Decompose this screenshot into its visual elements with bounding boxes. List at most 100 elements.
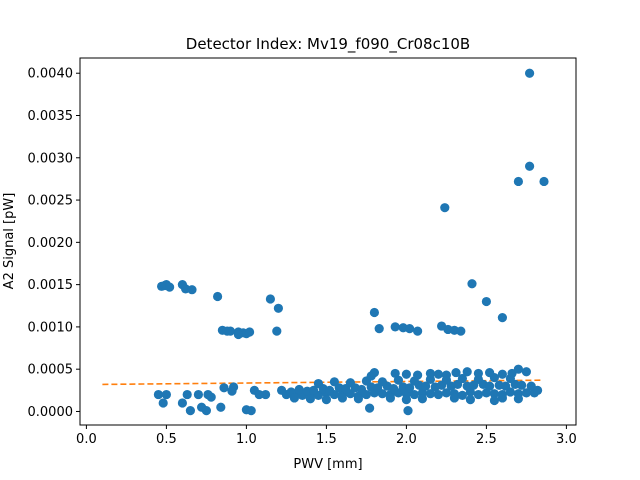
data-point [289,393,299,403]
y-tick-label: 0.0035 [28,109,74,124]
data-point [401,395,411,405]
data-point [405,383,415,393]
data-point [413,370,423,380]
data-point [441,370,451,380]
data-point [216,402,226,412]
data-point [374,324,384,334]
data-point [337,393,347,403]
data-point [227,386,237,396]
data-point [390,322,400,332]
data-point [441,388,451,398]
data-point [254,389,264,400]
data-point [261,389,271,400]
data-point [513,364,524,374]
data-point [433,369,443,379]
data-point [517,380,527,390]
y-tick-label: 0.0015 [28,278,74,293]
data-point [489,389,499,399]
data-point [161,389,171,400]
data-point [219,383,229,393]
x-tick-label: 1.0 [236,432,257,447]
data-point [473,389,483,400]
data-point [513,176,524,187]
data-point [265,294,275,304]
y-axis-label: A2 Signal [pW] [2,193,17,290]
data-point [417,394,427,404]
data-point [457,373,467,384]
data-point [473,368,483,379]
data-point [369,307,379,318]
data-point [201,406,211,416]
data-point [193,389,203,400]
data-point [539,176,549,187]
x-axis-ticks: 0.0 0.5 1.0 1.5 2.0 2.5 3.0 [76,425,577,447]
y-tick-label: 0.0005 [28,363,74,378]
data-point [413,326,423,336]
x-tick-label: 0.0 [76,432,97,447]
data-point [403,406,413,416]
y-tick-label: 0.0000 [28,405,74,420]
data-point [497,313,507,323]
data-point [389,384,399,394]
plot-frame [79,57,577,426]
x-tick-label: 2.5 [476,432,497,447]
data-point [213,291,223,302]
data-point [521,367,532,377]
data-point [462,367,472,377]
x-tick-label: 2.0 [396,432,417,447]
data-point [497,393,507,403]
data-point [153,389,163,400]
data-point [465,395,475,405]
data-point [273,303,283,313]
data-point [489,395,499,406]
data-point [433,389,443,400]
data-point [440,203,450,213]
x-tick-label: 0.5 [156,432,177,447]
data-point [345,378,355,388]
data-point [501,381,511,391]
data-point [409,389,419,400]
y-tick-label: 0.0020 [28,236,74,251]
data-point [294,384,304,395]
x-axis-label: PWV [mm] [293,457,362,472]
data-point [521,388,532,398]
x-tick-label: 1.5 [316,432,337,447]
data-point [401,369,411,379]
data-point [385,393,395,403]
data-point [405,324,415,334]
data-point [357,384,367,395]
y-axis-ticks: 0.0000 0.0005 0.0010 0.0015 0.0020 0.0025 0.00… [28,67,80,420]
data-point [457,390,467,400]
data-point [246,406,256,416]
data-point [525,161,535,171]
data-point [425,368,435,379]
data-point [325,385,335,395]
data-point [425,389,435,399]
data-point [533,385,543,395]
chart-title: Detector Index: Mv19_f090_Cr08c10B [186,35,470,54]
data-point [185,406,195,416]
x-tick-label: 3.0 [556,432,577,447]
data-point [277,385,287,395]
data-point [365,403,375,413]
data-point [203,389,213,400]
data-point [456,326,466,336]
data-point [245,327,255,337]
data-point [158,398,168,408]
data-point [369,367,379,378]
data-point [353,394,363,404]
data-point [421,381,431,391]
data-points-layer [153,68,549,416]
data-point [182,389,192,400]
data-point [329,377,339,387]
data-point [485,381,495,391]
data-point [485,367,495,378]
data-point [272,326,282,336]
data-point [309,385,319,395]
data-point [390,368,400,379]
y-tick-label: 0.0040 [28,67,74,82]
data-point [187,285,197,295]
data-point [525,68,535,78]
